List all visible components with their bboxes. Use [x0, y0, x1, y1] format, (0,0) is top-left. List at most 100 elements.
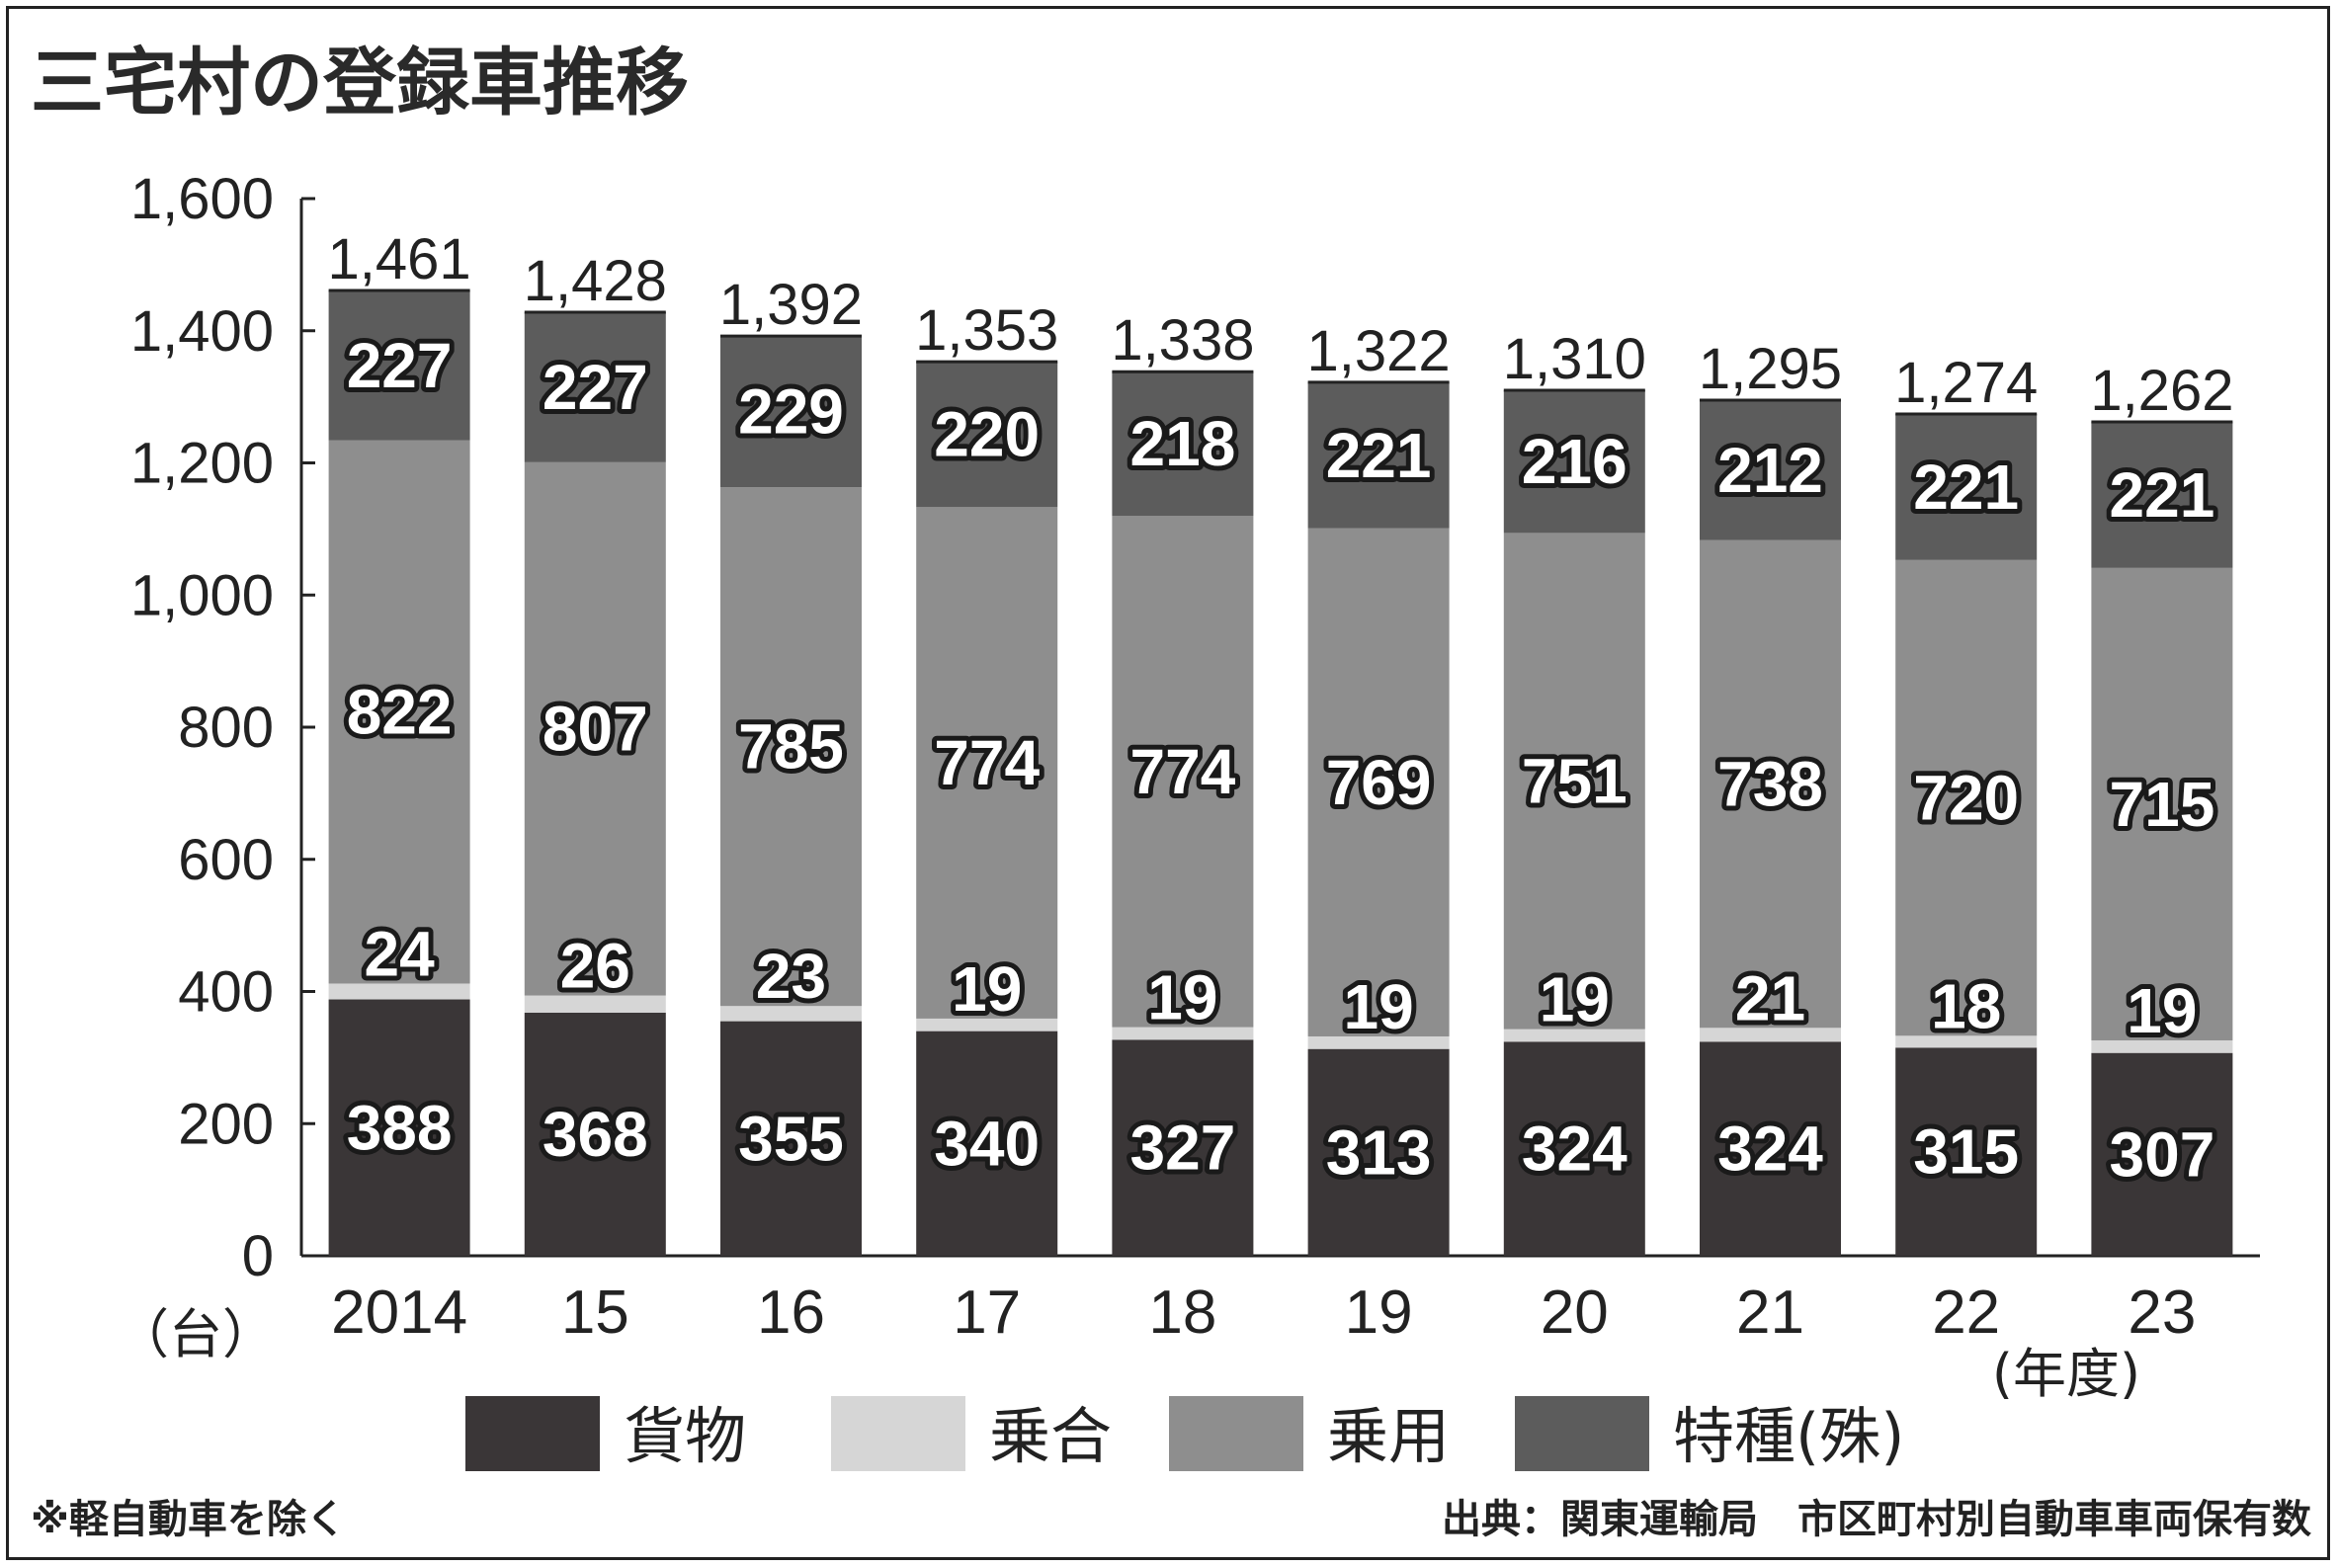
data-label: 368 — [543, 1099, 648, 1170]
bar-segment — [328, 440, 470, 984]
bar-segment — [1112, 516, 1254, 1028]
data-label: 220 — [934, 399, 1040, 470]
bar-segment — [1307, 1035, 1450, 1049]
bar-segment — [1307, 381, 1450, 529]
total-label: 1,392 — [719, 273, 863, 337]
footnote: ※軽自動車を除く — [31, 1497, 346, 1542]
data-label: 388 — [347, 1092, 453, 1163]
data-label: 19 — [2127, 975, 2197, 1046]
bar-segment — [1112, 371, 1254, 516]
stacked-bar-chart: 三宅村の登録車推移 0 200 400 600 800 1,000 1,200 1,400 1,… — [31, 41, 2311, 1542]
bar-segment — [1307, 1048, 1450, 1256]
bar-segment — [2091, 422, 2233, 568]
data-label: 227 — [347, 330, 453, 401]
bar-segment — [1503, 533, 1645, 1030]
data-label: 18 — [1931, 970, 2001, 1041]
x-tick-label: 16 — [757, 1279, 825, 1347]
data-label: 340 — [934, 1108, 1040, 1179]
source-note: 出典：関東運輸局 市区町村別自動車車両保有数 — [1442, 1497, 2311, 1542]
bars — [328, 289, 2233, 1256]
bar-segment — [1700, 399, 1841, 540]
x-tick-label: 2014 — [331, 1279, 467, 1347]
data-label: 26 — [560, 931, 630, 1002]
bar-segment — [1112, 1027, 1254, 1040]
bar-segment — [328, 999, 470, 1256]
bar-segment — [524, 312, 666, 462]
bar-segment — [1700, 1041, 1841, 1256]
data-label: 751 — [1522, 746, 1628, 817]
bar-segment — [1895, 559, 2038, 1036]
bar-segment — [916, 362, 1058, 508]
x-tick-label: 15 — [561, 1279, 629, 1347]
total-label: 1,274 — [1894, 351, 2038, 415]
x-unit-label: (年度) — [1992, 1343, 2140, 1405]
data-label: 221 — [2110, 459, 2215, 531]
data-label: 19 — [1147, 962, 1217, 1033]
legend-swatch — [1515, 1396, 1649, 1471]
total-label: 1,295 — [1699, 337, 1842, 401]
legend: 貨物 乗合 乗用 特種(殊) — [465, 1396, 1904, 1472]
data-label: 324 — [1522, 1114, 1628, 1185]
bar-segment — [1503, 1041, 1645, 1256]
x-tick-label: 18 — [1148, 1279, 1216, 1347]
data-label: 221 — [1326, 420, 1432, 491]
total-label: 1,338 — [1111, 308, 1254, 372]
bar-segment — [1895, 414, 2038, 560]
legend-swatch — [465, 1396, 600, 1471]
data-label: 774 — [1130, 736, 1236, 807]
legend-label: 乗合 — [989, 1400, 1112, 1472]
y-tick-label: 800 — [178, 696, 274, 760]
bar-segment — [916, 1031, 1058, 1256]
y-tick-label: 600 — [178, 828, 274, 892]
data-label: 785 — [738, 711, 844, 783]
bar-segment — [2091, 1052, 2233, 1256]
chart-title: 三宅村の登録車推移 — [31, 41, 689, 125]
data-label: 19 — [1344, 971, 1414, 1042]
data-label: 221 — [1913, 452, 2019, 523]
data-label: 229 — [738, 376, 844, 448]
y-tick-label: 0 — [242, 1224, 274, 1288]
legend-label: 貨物 — [624, 1400, 746, 1472]
y-tick-label: 1,400 — [130, 299, 274, 364]
data-label: 769 — [1326, 747, 1432, 818]
data-label: 227 — [543, 352, 648, 423]
x-tick-label: 17 — [953, 1279, 1021, 1347]
data-label: 313 — [1326, 1116, 1432, 1188]
x-tick-label: 21 — [1736, 1279, 1804, 1347]
data-label: 807 — [543, 694, 648, 765]
bar-segment — [720, 1021, 862, 1256]
total-label: 1,322 — [1307, 319, 1451, 383]
x-tick-label: 20 — [1541, 1279, 1609, 1347]
bar-segment — [1503, 1029, 1645, 1042]
data-label: 218 — [1130, 408, 1236, 479]
bar-segment — [524, 995, 666, 1013]
data-label: 24 — [365, 918, 436, 989]
data-label: 355 — [738, 1103, 844, 1174]
chart-frame: 三宅村の登録車推移 0 200 400 600 800 1,000 1,200 1,400 1,… — [6, 6, 2330, 1560]
value-labels: 388 24 822 227 1,461 368 26 807 227 1,428 355 23 785… — [328, 227, 2234, 1195]
y-tick-label: 200 — [178, 1092, 274, 1156]
bar-segment — [1700, 1028, 1841, 1042]
bar-segment — [1895, 1035, 2038, 1048]
bar-segment — [2091, 1039, 2233, 1053]
x-tick-label: 19 — [1345, 1279, 1413, 1347]
data-label: 19 — [952, 953, 1022, 1025]
axes: 0 200 400 600 800 1,000 1,200 1,400 1,600 2014 15 1… — [130, 167, 2260, 1347]
bar-segment — [1307, 528, 1450, 1036]
bar-segment — [524, 461, 666, 996]
data-label: 19 — [1540, 964, 1610, 1035]
data-label: 774 — [934, 727, 1040, 798]
total-label: 1,428 — [524, 249, 667, 313]
total-label: 1,461 — [328, 227, 471, 291]
y-tick-label: 1,600 — [130, 167, 274, 231]
data-label: 720 — [1913, 763, 2019, 834]
y-tick-label: 400 — [178, 960, 274, 1025]
data-label: 307 — [2110, 1118, 2215, 1190]
bar-segment — [720, 1006, 862, 1022]
bar-segment — [1503, 389, 1645, 534]
legend-label: 乗用 — [1327, 1400, 1450, 1472]
x-tick-label: 22 — [1932, 1279, 2000, 1347]
legend-label: 特種(殊) — [1673, 1400, 1904, 1472]
bar-segment — [524, 1012, 666, 1256]
data-label: 212 — [1717, 435, 1823, 506]
